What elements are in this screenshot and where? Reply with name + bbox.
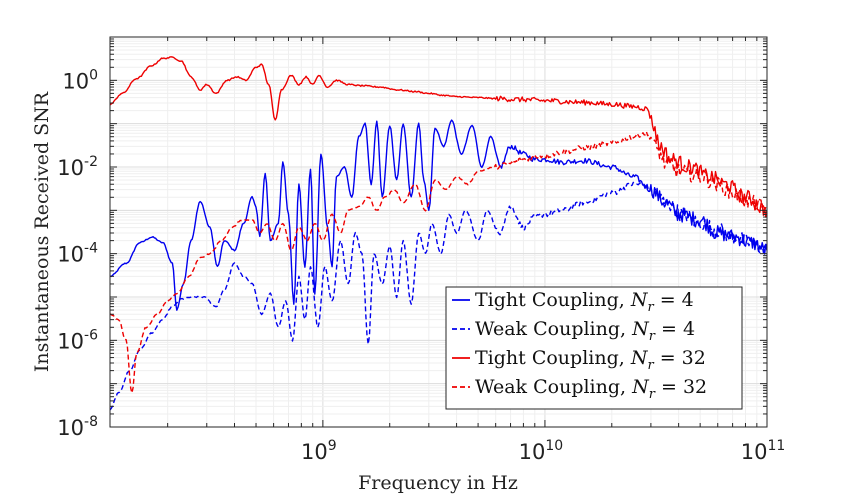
x-tick-label: 1010 <box>519 438 564 464</box>
y-tick-labels: 100 10-2 10-4 10-6 10-8 <box>57 67 98 440</box>
y-tick-label: 10-2 <box>57 154 98 180</box>
x-tick-label: 109 <box>301 438 337 464</box>
legend-box <box>445 286 743 410</box>
legend-label-2: Weak Coupling, Nr = 4 <box>475 318 695 344</box>
ticks <box>110 36 768 428</box>
legend-label-4: Weak Coupling, Nr = 32 <box>475 376 707 402</box>
plot-frame <box>109 36 768 428</box>
x-tick-label: 1011 <box>741 438 786 464</box>
x-tick-labels: 109 1010 1011 <box>301 438 785 464</box>
y-tick-label: 100 <box>62 67 98 93</box>
y-tick-label: 10-8 <box>57 414 98 440</box>
y-tick-label: 10-4 <box>57 241 98 267</box>
legend-label-3: Tight Coupling, Nr = 32 <box>475 347 706 373</box>
series-layer <box>110 56 767 411</box>
legend-label-1: Tight Coupling, Nr = 4 <box>475 289 694 315</box>
x-axis-title: Frequency in Hz <box>358 472 518 494</box>
y-axis-title: Instantaneous Received SNR <box>31 91 53 372</box>
series-line-4 <box>110 131 767 394</box>
series-line-3 <box>110 56 767 218</box>
y-tick-label: 10-6 <box>57 327 98 353</box>
legend: Tight Coupling, Nr = 4 Weak Coupling, Nr … <box>445 286 743 410</box>
